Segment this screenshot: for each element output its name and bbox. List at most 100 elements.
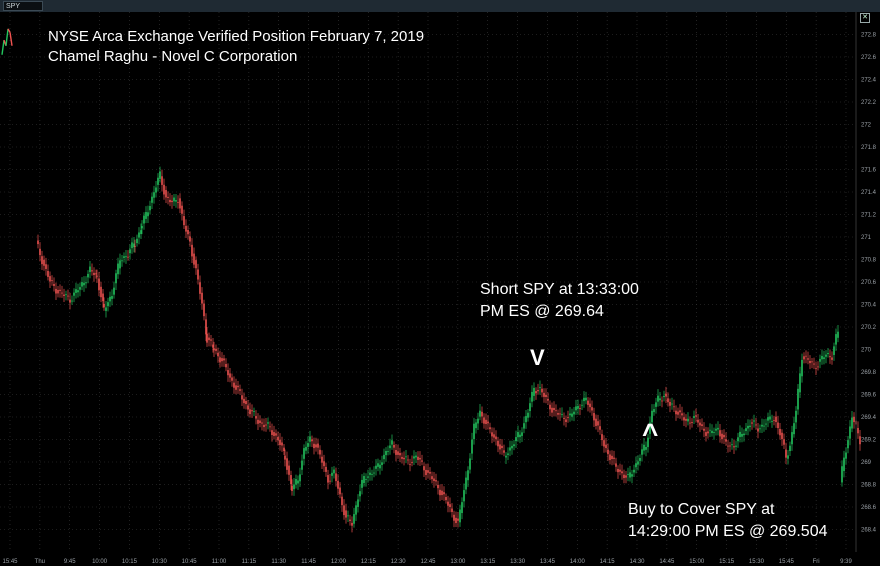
candle	[635, 456, 637, 474]
candle	[459, 504, 461, 527]
candle	[535, 387, 537, 400]
candle	[57, 286, 59, 298]
candle	[161, 169, 163, 192]
candle	[309, 430, 311, 447]
candle	[513, 439, 515, 451]
close-icon[interactable]: ✕	[860, 13, 870, 23]
candle	[421, 454, 423, 466]
candle	[117, 257, 119, 279]
candle	[499, 438, 501, 455]
candle	[339, 482, 341, 499]
candle	[343, 499, 345, 520]
candle	[719, 424, 721, 443]
candle	[455, 511, 457, 527]
candle	[297, 475, 299, 490]
candle	[767, 412, 769, 428]
candle	[169, 193, 171, 207]
candle	[259, 415, 261, 428]
candle	[579, 404, 581, 416]
y-tick-label: 269.8	[861, 370, 877, 376]
candle	[357, 494, 359, 513]
candle	[631, 469, 633, 484]
candle	[307, 436, 309, 454]
candle	[321, 450, 323, 469]
candle	[701, 418, 703, 430]
y-tick-label: 272.4	[861, 78, 877, 84]
candle	[725, 432, 727, 446]
candle	[197, 263, 199, 285]
candle	[193, 247, 195, 269]
candle	[827, 348, 829, 358]
candle	[227, 363, 229, 382]
candle	[100, 281, 102, 303]
candle	[633, 464, 635, 478]
candle	[212, 338, 214, 353]
candle	[85, 276, 87, 289]
candle	[493, 427, 495, 442]
candle	[601, 429, 603, 446]
candle	[543, 388, 545, 403]
candle	[515, 430, 517, 448]
candle	[95, 269, 97, 279]
candle	[127, 250, 129, 261]
candle	[53, 277, 55, 292]
x-tick-label: 12:00	[331, 559, 347, 565]
candle	[299, 467, 301, 487]
candle	[755, 417, 757, 430]
chart-title: NYSE Arca Exchange Verified Position Feb…	[48, 28, 425, 45]
candle	[487, 415, 489, 430]
candle	[525, 409, 527, 429]
candle	[565, 415, 567, 428]
short-annotation-line2: PM ES @ 269.64	[480, 303, 604, 320]
candle	[573, 406, 575, 422]
candle	[87, 270, 89, 284]
candle	[717, 421, 719, 436]
candle	[791, 425, 793, 451]
price-chart[interactable]: 268.4 268.6 268.8 269 269.2 269.4 269.6 269.8 27…	[0, 12, 880, 566]
candle	[69, 292, 71, 310]
candle	[265, 418, 267, 432]
symbol-input[interactable]: SPY	[3, 1, 43, 11]
candle	[779, 423, 781, 440]
y-tick-label: 269.2	[861, 438, 877, 444]
candle	[559, 407, 561, 421]
y-tick-label: 270.2	[861, 325, 877, 331]
candle	[743, 429, 745, 442]
candle	[223, 354, 225, 367]
candle	[805, 350, 807, 364]
candle	[439, 484, 441, 501]
y-tick-label: 271.2	[861, 213, 877, 219]
candle	[167, 191, 169, 205]
candle	[721, 429, 723, 444]
candle	[369, 467, 371, 481]
candle	[109, 291, 111, 307]
candle	[113, 281, 115, 299]
candle	[643, 438, 645, 455]
candle	[79, 282, 81, 297]
candle	[647, 433, 649, 453]
chart-subtitle: Chamel Raghu - Novel C Corporation	[48, 48, 298, 65]
candle	[467, 466, 469, 487]
candle	[611, 450, 613, 466]
candle	[119, 253, 121, 275]
candle	[337, 474, 339, 496]
candle	[557, 409, 559, 420]
candle	[45, 257, 47, 276]
candle	[671, 397, 673, 410]
candle	[533, 382, 535, 402]
x-tick-label: 14:15	[600, 559, 616, 565]
candle	[607, 443, 609, 461]
candle	[295, 474, 297, 489]
candle	[171, 195, 173, 209]
candle	[195, 256, 197, 275]
candle	[757, 422, 759, 439]
candle	[825, 350, 827, 364]
candle	[829, 349, 831, 364]
candle	[145, 206, 147, 224]
candle	[561, 407, 563, 418]
candle	[311, 435, 313, 448]
candle	[349, 514, 351, 526]
candle	[443, 486, 445, 501]
candle	[395, 443, 397, 462]
candle	[63, 288, 65, 303]
